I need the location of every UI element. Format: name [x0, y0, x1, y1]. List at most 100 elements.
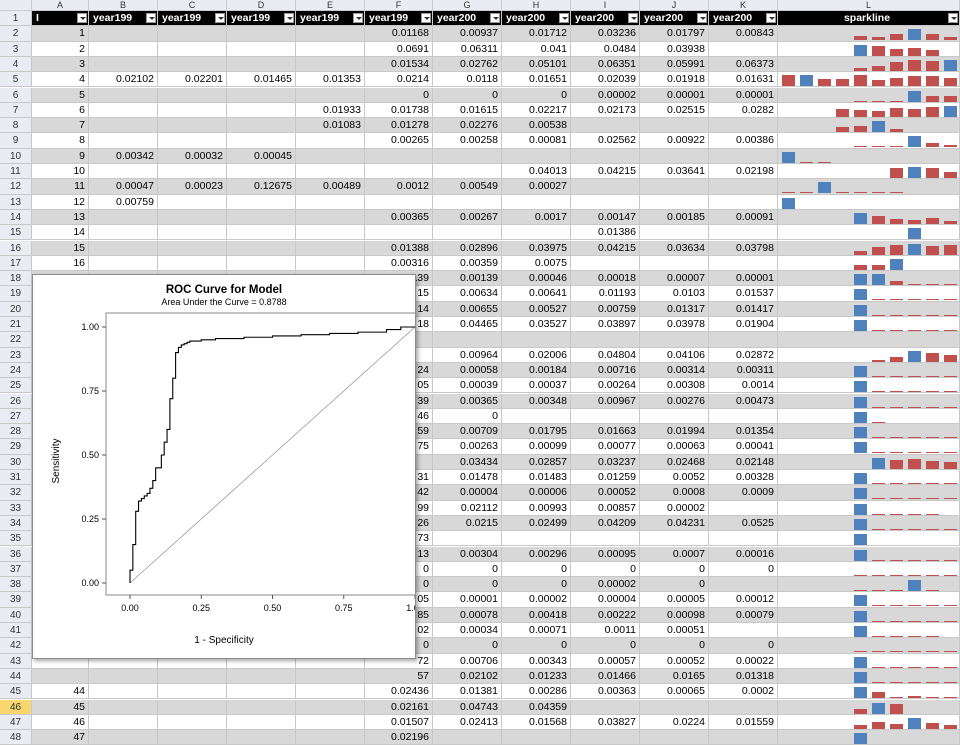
- cell[interactable]: [433, 225, 502, 241]
- sparkline-cell[interactable]: [778, 454, 960, 470]
- cell[interactable]: 0: [433, 638, 502, 654]
- row-number[interactable]: 36: [0, 546, 32, 562]
- cell[interactable]: 0.00473: [709, 393, 778, 409]
- cell[interactable]: 0.01904: [709, 317, 778, 333]
- cell[interactable]: 0: [571, 638, 640, 654]
- row-number[interactable]: 42: [0, 638, 32, 654]
- cell[interactable]: 0.00304: [433, 546, 502, 562]
- sparkline-cell[interactable]: [778, 424, 960, 440]
- row-number[interactable]: 46: [0, 699, 32, 715]
- cell[interactable]: 0.03897: [571, 317, 640, 333]
- cell[interactable]: 0.00022: [709, 653, 778, 669]
- cell[interactable]: 0.00095: [571, 546, 640, 562]
- cell[interactable]: 0.00034: [433, 623, 502, 639]
- cell[interactable]: 0.00967: [571, 393, 640, 409]
- row-number[interactable]: 6: [0, 87, 32, 103]
- header-cell[interactable]: year199: [227, 11, 296, 27]
- cell[interactable]: [502, 332, 571, 348]
- filter-dropdown-icon[interactable]: [353, 13, 363, 23]
- cell[interactable]: 0.00316: [365, 255, 433, 272]
- header-cell[interactable]: year200: [640, 11, 709, 27]
- cell[interactable]: 0.00328: [709, 470, 778, 486]
- cell[interactable]: 0.00343: [502, 653, 571, 669]
- filter-dropdown-icon[interactable]: [215, 13, 225, 23]
- cell[interactable]: 0.00365: [365, 209, 433, 226]
- cell[interactable]: [89, 255, 158, 272]
- column-header-K[interactable]: K: [709, 0, 778, 11]
- sparkline-cell[interactable]: [778, 317, 960, 333]
- filter-dropdown-icon[interactable]: [697, 13, 707, 23]
- cell[interactable]: 0.01994: [640, 424, 709, 440]
- cell[interactable]: 0.00052: [571, 485, 640, 501]
- cell[interactable]: 0.0118: [433, 72, 502, 88]
- cell[interactable]: [640, 699, 709, 715]
- row-number[interactable]: 18: [0, 271, 32, 287]
- cell[interactable]: 0.06373: [709, 56, 778, 73]
- cell[interactable]: [89, 87, 158, 103]
- cell[interactable]: [89, 41, 158, 57]
- cell[interactable]: [227, 714, 296, 731]
- cell[interactable]: 0.00002: [571, 577, 640, 593]
- cell[interactable]: 0.0007: [640, 546, 709, 562]
- cell[interactable]: [296, 56, 365, 73]
- cell[interactable]: 0.0691: [365, 41, 433, 57]
- row-number[interactable]: 2: [0, 26, 32, 42]
- cell[interactable]: 0: [433, 408, 502, 425]
- cell[interactable]: [433, 730, 502, 745]
- cell[interactable]: 0.04231: [640, 515, 709, 532]
- cell[interactable]: 0.0075: [502, 255, 571, 272]
- row-number[interactable]: 27: [0, 408, 32, 425]
- sparkline-cell[interactable]: [778, 684, 960, 700]
- cell[interactable]: 0.00079: [709, 607, 778, 623]
- cell[interactable]: 0.02872: [709, 347, 778, 363]
- row-number[interactable]: 45: [0, 684, 32, 700]
- cell[interactable]: 0.01318: [709, 668, 778, 685]
- cell[interactable]: [502, 148, 571, 164]
- filter-dropdown-icon[interactable]: [421, 13, 431, 23]
- sparkline-cell[interactable]: [778, 56, 960, 73]
- cell[interactable]: 0: [433, 87, 502, 103]
- cell[interactable]: 0.00276: [640, 393, 709, 409]
- cell[interactable]: [158, 255, 227, 272]
- cell[interactable]: 0.00018: [571, 271, 640, 287]
- row-number[interactable]: 39: [0, 592, 32, 608]
- cell[interactable]: 0.00857: [571, 500, 640, 516]
- cell[interactable]: [158, 194, 227, 210]
- cell[interactable]: 0.02436: [365, 684, 433, 700]
- cell[interactable]: 0.01259: [571, 470, 640, 486]
- cell[interactable]: 0.00964: [433, 347, 502, 363]
- row-number[interactable]: 41: [0, 623, 32, 639]
- cell[interactable]: [89, 699, 158, 715]
- cell[interactable]: [296, 164, 365, 180]
- cell[interactable]: [571, 699, 640, 715]
- cell[interactable]: 0.00071: [502, 623, 571, 639]
- cell[interactable]: [365, 194, 433, 210]
- cell[interactable]: 0.02112: [433, 500, 502, 516]
- cell[interactable]: [158, 714, 227, 731]
- cell[interactable]: [571, 531, 640, 547]
- cell[interactable]: 0.00267: [433, 209, 502, 226]
- cell[interactable]: 0.0008: [640, 485, 709, 501]
- cell[interactable]: [89, 133, 158, 149]
- cell[interactable]: 47: [32, 730, 89, 745]
- header-cell[interactable]: year199: [296, 11, 365, 27]
- cell[interactable]: 0.02039: [571, 72, 640, 88]
- cell[interactable]: 0.04804: [571, 347, 640, 363]
- cell[interactable]: 0.00922: [640, 133, 709, 149]
- sparkline-cell[interactable]: [778, 133, 960, 149]
- cell[interactable]: 0.0282: [709, 102, 778, 119]
- row-number[interactable]: 13: [0, 194, 32, 210]
- row-number[interactable]: 16: [0, 240, 32, 256]
- cell[interactable]: [640, 531, 709, 547]
- cell[interactable]: [296, 41, 365, 57]
- cell[interactable]: 0.03434: [433, 454, 502, 470]
- header-cell[interactable]: year199: [89, 11, 158, 27]
- cell[interactable]: [296, 699, 365, 715]
- cell[interactable]: [571, 730, 640, 745]
- cell[interactable]: 0.01559: [709, 714, 778, 731]
- cell[interactable]: [709, 699, 778, 715]
- cell[interactable]: 0.00004: [571, 592, 640, 608]
- cell[interactable]: 0.0002: [709, 684, 778, 700]
- sparkline-cell[interactable]: [778, 255, 960, 272]
- cell[interactable]: 0.01738: [365, 102, 433, 119]
